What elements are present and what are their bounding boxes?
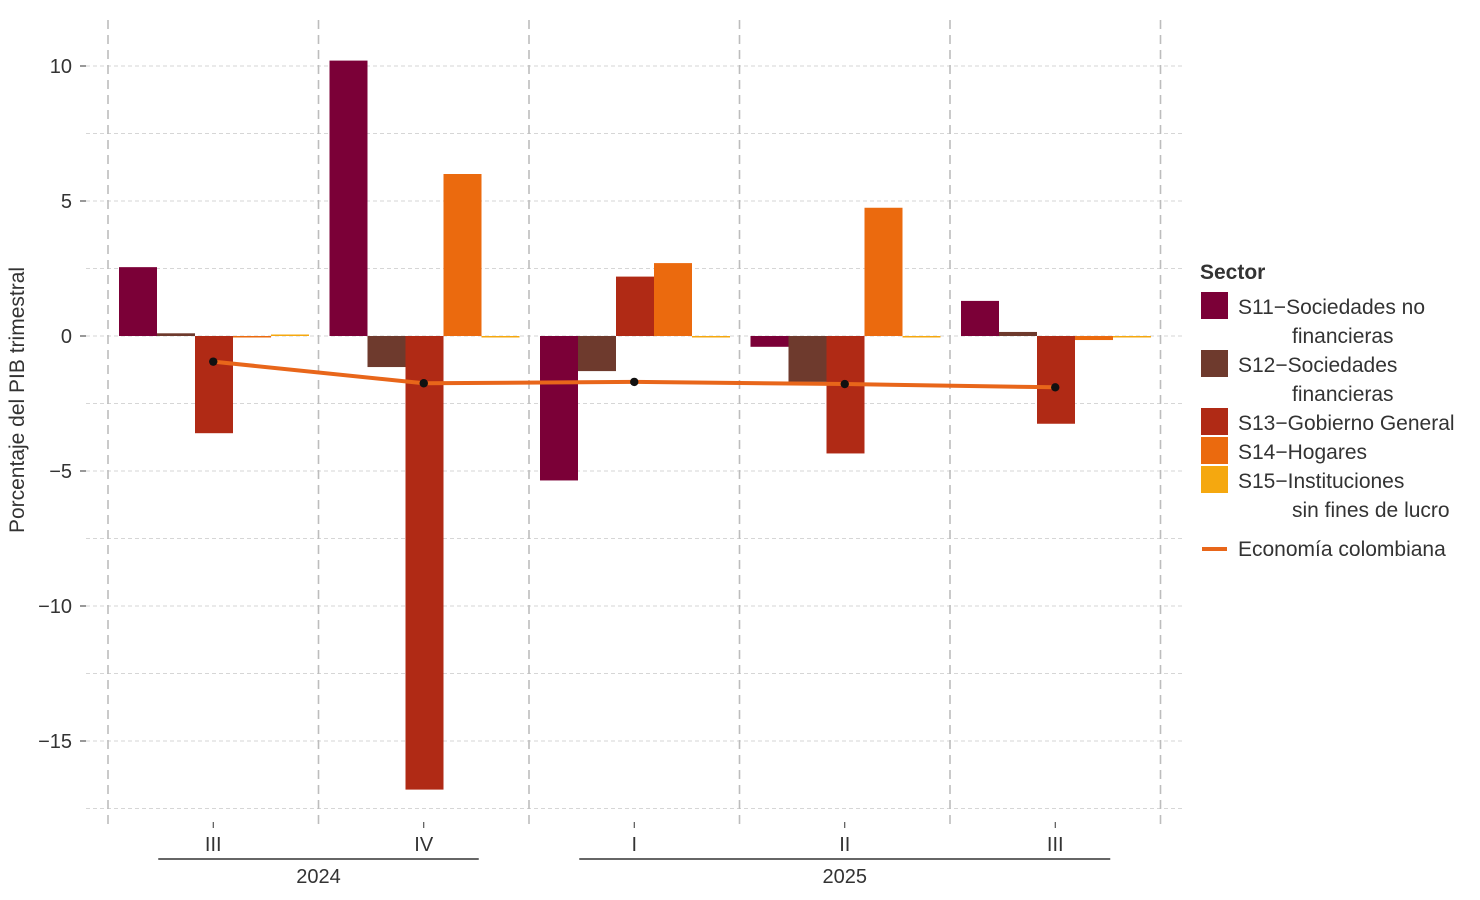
legend-label: S13−Gobierno General xyxy=(1238,412,1455,435)
bar-s12-1 xyxy=(367,336,406,368)
bar-s11-1 xyxy=(329,60,368,336)
economy-point xyxy=(209,357,218,366)
x-tick-label: IV xyxy=(414,834,434,856)
legend-label: S11−Sociedades no xyxy=(1238,296,1425,319)
legend: Sector S11−Sociedades no financieras S12−So… xyxy=(1200,261,1455,561)
bar-s15-1 xyxy=(481,336,520,338)
bar-s14-4 xyxy=(1075,336,1113,341)
bar-s15-3 xyxy=(902,336,941,338)
legend-swatch xyxy=(1201,408,1228,435)
grid xyxy=(86,20,1182,828)
bar-s13-2 xyxy=(616,276,654,336)
bar-s15-4 xyxy=(1113,336,1151,338)
y-axis-title: Porcentaje del PIB trimestral xyxy=(6,267,29,533)
legend-label: S14−Hogares xyxy=(1238,441,1367,464)
bar-s14-1 xyxy=(443,174,482,336)
legend-swatch xyxy=(1201,350,1228,377)
x-tick-label: III xyxy=(205,834,222,856)
bar-s11-4 xyxy=(961,300,999,336)
y-tick-label: −10 xyxy=(38,596,72,618)
bar-s13-3 xyxy=(826,336,865,454)
legend-label: financieras xyxy=(1292,383,1394,406)
bar-s11-0 xyxy=(119,267,157,336)
bar-s14-2 xyxy=(654,263,692,336)
bar-s15-2 xyxy=(692,336,730,338)
y-tick-label: −15 xyxy=(38,731,72,753)
legend-swatch xyxy=(1201,292,1228,319)
x-tick-label: III xyxy=(1047,834,1064,856)
bar-s11-2 xyxy=(540,336,578,481)
economy-line xyxy=(209,357,1060,392)
bar-s14-3 xyxy=(864,207,903,336)
bars xyxy=(119,60,1151,790)
bar-s13-0 xyxy=(195,336,233,434)
y-tick-label: 10 xyxy=(50,56,72,78)
legend-swatch xyxy=(1201,437,1228,464)
legend-label: Economía colombiana xyxy=(1238,538,1446,561)
bar-s12-2 xyxy=(578,336,616,372)
year-label: 2024 xyxy=(296,866,341,888)
bar-s15-0 xyxy=(271,334,309,336)
economy-point xyxy=(840,379,849,389)
y-tick-label: 0 xyxy=(61,326,72,348)
bar-s14-0 xyxy=(233,336,271,338)
bar-s13-1 xyxy=(405,336,444,790)
x-tick-label: II xyxy=(839,834,850,856)
y-tick-label: 5 xyxy=(61,191,72,213)
legend-swatch xyxy=(1201,466,1228,493)
bar-s12-0 xyxy=(157,333,195,336)
economy-point xyxy=(1051,383,1060,392)
legend-label: S12−Sociedades xyxy=(1238,354,1397,377)
bar-s11-3 xyxy=(750,336,789,347)
y-axis: 10 5 0 −5 −10 −15 xyxy=(38,56,86,753)
legend-label: financieras xyxy=(1292,325,1394,348)
x-tick-label: I xyxy=(631,834,637,856)
bar-s12-3 xyxy=(788,336,827,382)
legend-label: S15−Instituciones xyxy=(1238,470,1404,493)
economy-point xyxy=(419,379,428,388)
legend-label: sin fines de lucro xyxy=(1292,499,1450,522)
bar-s13-4 xyxy=(1037,336,1075,424)
economy-point xyxy=(630,377,639,387)
year-label: 2025 xyxy=(823,866,868,888)
bar-s12-4 xyxy=(999,331,1037,336)
y-tick-label: −5 xyxy=(49,461,72,483)
legend-title: Sector xyxy=(1200,261,1265,284)
